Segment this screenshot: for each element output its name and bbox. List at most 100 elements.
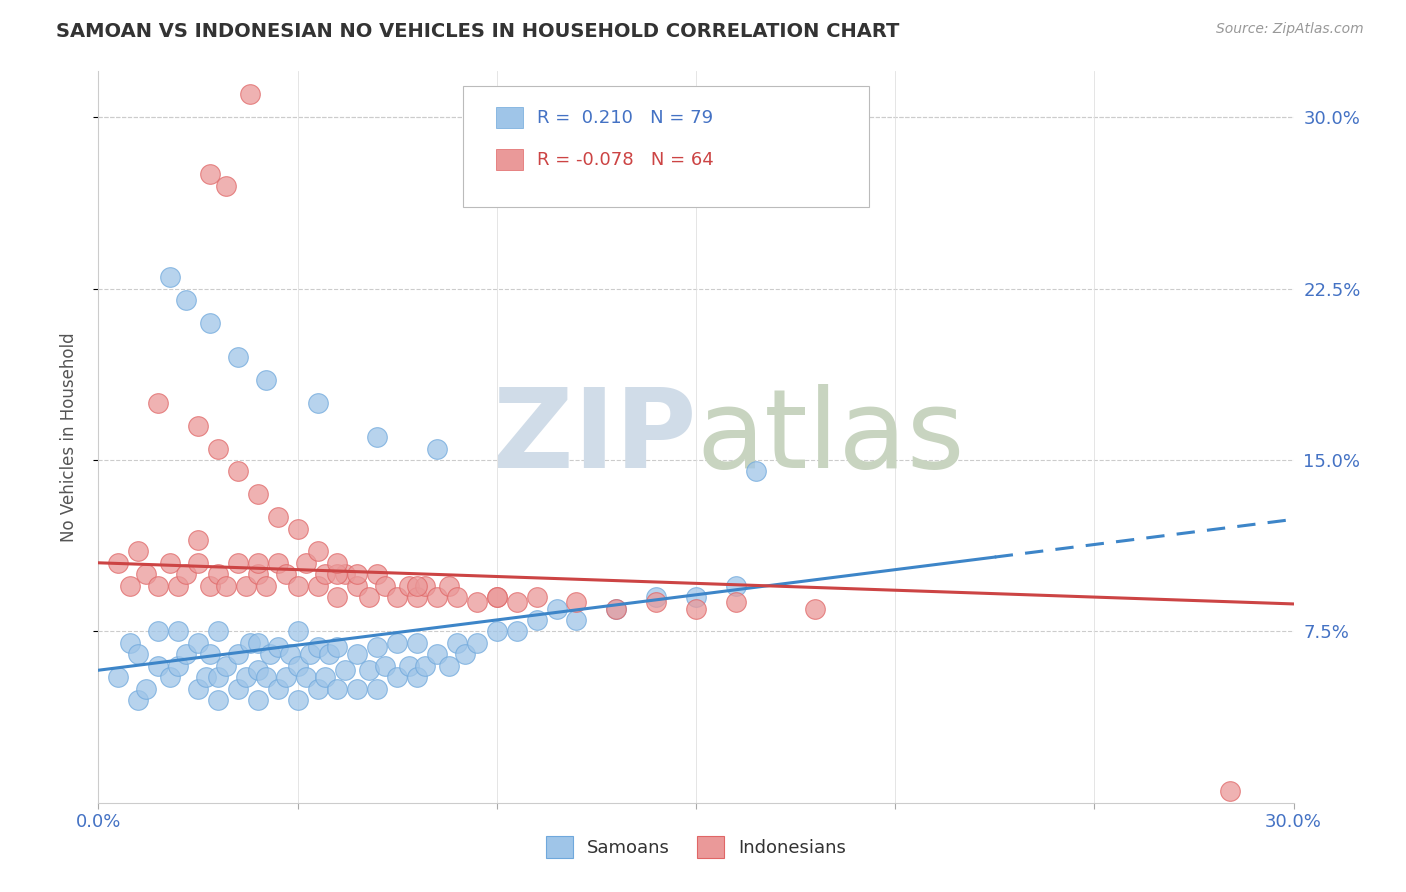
Point — [215, 178, 238, 193]
Point — [148, 658, 170, 673]
Point — [346, 647, 368, 661]
Point — [167, 579, 190, 593]
Point — [254, 670, 277, 684]
Point — [326, 640, 349, 655]
Point — [565, 613, 588, 627]
Text: SAMOAN VS INDONESIAN NO VEHICLES IN HOUSEHOLD CORRELATION CHART: SAMOAN VS INDONESIAN NO VEHICLES IN HOUS… — [56, 22, 900, 41]
FancyBboxPatch shape — [463, 86, 869, 207]
Point — [287, 521, 309, 535]
Point — [287, 624, 309, 639]
Text: R = -0.078   N = 64: R = -0.078 N = 64 — [537, 151, 714, 169]
Point — [187, 533, 209, 547]
Point — [406, 579, 429, 593]
Point — [804, 601, 827, 615]
Point — [426, 647, 449, 661]
Point — [385, 670, 409, 684]
Point — [287, 693, 309, 707]
Point — [148, 396, 170, 410]
Point — [239, 636, 262, 650]
Point — [385, 636, 409, 650]
Point — [239, 87, 262, 102]
Point — [215, 579, 238, 593]
Point — [274, 567, 297, 582]
Legend: Samoans, Indonesians: Samoans, Indonesians — [537, 827, 855, 867]
Point — [127, 544, 149, 558]
Point — [278, 647, 301, 661]
Point — [315, 567, 337, 582]
Point — [267, 640, 290, 655]
Point — [506, 624, 529, 639]
Point — [307, 396, 329, 410]
Point — [685, 601, 707, 615]
Point — [546, 601, 568, 615]
Point — [226, 647, 249, 661]
Point — [645, 590, 668, 604]
Point — [398, 579, 420, 593]
Point — [1219, 784, 1241, 798]
Point — [454, 647, 477, 661]
Point — [135, 681, 157, 696]
Text: R =  0.210   N = 79: R = 0.210 N = 79 — [537, 109, 713, 127]
Point — [226, 350, 249, 364]
Y-axis label: No Vehicles in Household: No Vehicles in Household — [59, 332, 77, 542]
Point — [359, 663, 381, 677]
Text: atlas: atlas — [696, 384, 965, 491]
Point — [207, 624, 229, 639]
Point — [107, 556, 129, 570]
Point — [226, 681, 249, 696]
Point — [374, 658, 396, 673]
Point — [187, 556, 209, 570]
Point — [294, 556, 316, 570]
Point — [385, 590, 409, 604]
Point — [207, 693, 229, 707]
Point — [366, 567, 388, 582]
Point — [174, 293, 197, 307]
Point — [307, 681, 329, 696]
Point — [246, 636, 269, 650]
Point — [254, 579, 277, 593]
Point — [198, 647, 221, 661]
Point — [307, 579, 329, 593]
Point — [226, 556, 249, 570]
Point — [207, 442, 229, 456]
Point — [406, 636, 429, 650]
Point — [506, 595, 529, 609]
Point — [307, 640, 329, 655]
Point — [246, 693, 269, 707]
Point — [326, 681, 349, 696]
Point — [174, 567, 197, 582]
Point — [259, 647, 281, 661]
Point — [346, 567, 368, 582]
Point — [246, 487, 269, 501]
Point — [426, 442, 449, 456]
Point — [287, 658, 309, 673]
Point — [406, 590, 429, 604]
Point — [287, 579, 309, 593]
Point — [406, 670, 429, 684]
Point — [298, 647, 321, 661]
Point — [226, 464, 249, 478]
Point — [485, 624, 508, 639]
Point — [159, 670, 181, 684]
Point — [159, 270, 181, 285]
Point — [724, 579, 747, 593]
Point — [267, 681, 290, 696]
Point — [437, 658, 460, 673]
Point — [274, 670, 297, 684]
Point — [465, 636, 488, 650]
Point — [207, 670, 229, 684]
Point — [318, 647, 340, 661]
Point — [187, 681, 209, 696]
Point — [485, 590, 508, 604]
Point — [127, 693, 149, 707]
Point — [426, 590, 449, 604]
Bar — [496, 149, 523, 170]
Point — [167, 624, 190, 639]
Point — [207, 567, 229, 582]
Point — [605, 601, 627, 615]
Point — [485, 590, 508, 604]
Point — [120, 636, 142, 650]
Point — [374, 579, 396, 593]
Point — [398, 658, 420, 673]
Point — [413, 579, 436, 593]
